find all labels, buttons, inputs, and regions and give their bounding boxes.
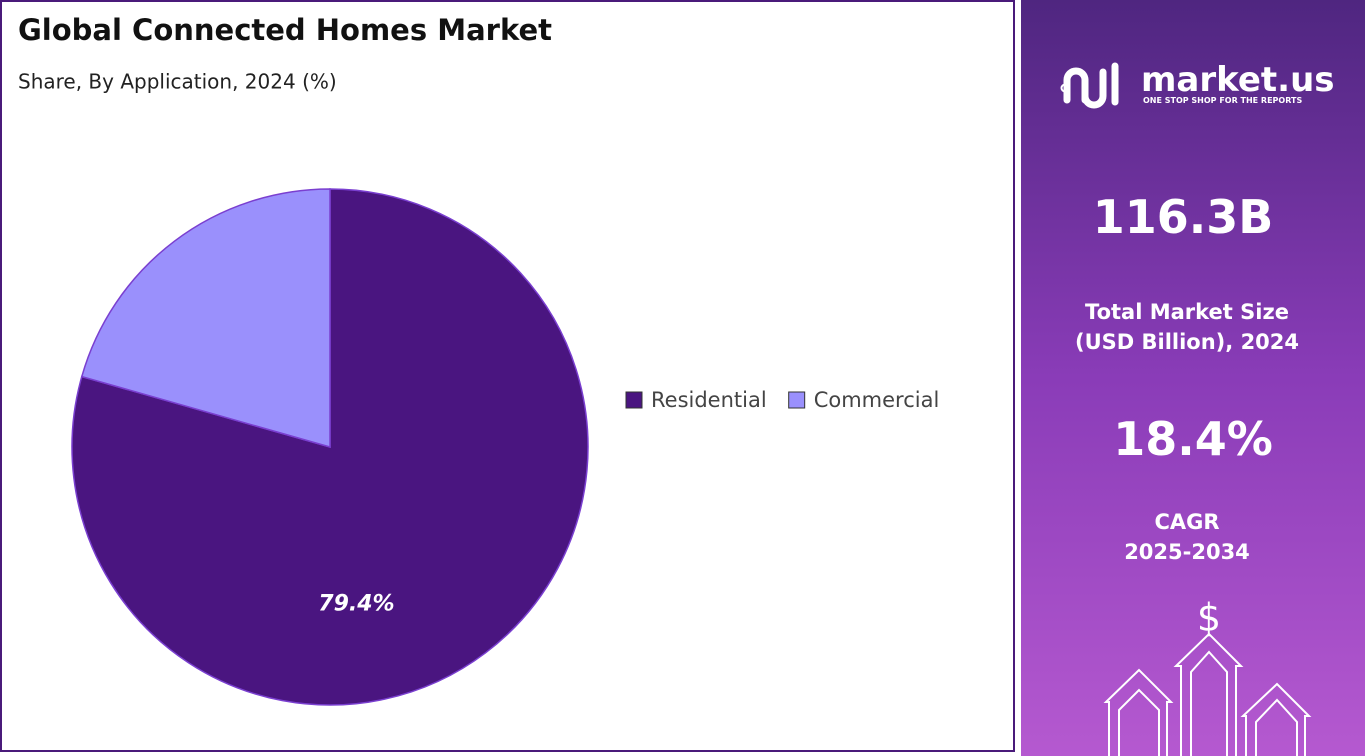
brand-name: market.us [1141,60,1335,100]
dollar-icon: $ [1197,596,1221,640]
chart-area: Global Connected Homes Market Share, By … [0,0,1015,752]
legend-swatch [788,391,806,409]
growth-arrows [1103,632,1312,756]
brand-logo [1060,62,1119,109]
legend-label: Commercial [814,388,940,412]
cagr-label: 2025-2034 [1124,540,1250,564]
pie-slice [80,188,331,448]
market-size-label: (USD Billion), 2024 [1074,330,1300,354]
side-panel: $ market.us ONE STOP SHOP FOR THE REPORT… [1021,0,1365,756]
market-size-label: Total Market Size [1085,300,1289,324]
data-label: 79.4% [318,592,394,617]
market-size-value: 116.3B [1092,190,1274,244]
legend-swatch [625,391,643,409]
legend-label: Residential [651,388,767,412]
chart-title: Global Connected Homes Market [18,13,552,47]
cagr-value: 18.4% [1113,412,1273,466]
chart: Global Connected Homes Market Share, By … [18,13,940,706]
chart-subtitle: Share, By Application, 2024 (%) [18,70,337,94]
panel-graphics: $ [1060,62,1312,756]
brand-tagline: ONE STOP SHOP FOR THE REPORTS [1143,96,1303,105]
cagr-label: CAGR [1154,510,1220,534]
